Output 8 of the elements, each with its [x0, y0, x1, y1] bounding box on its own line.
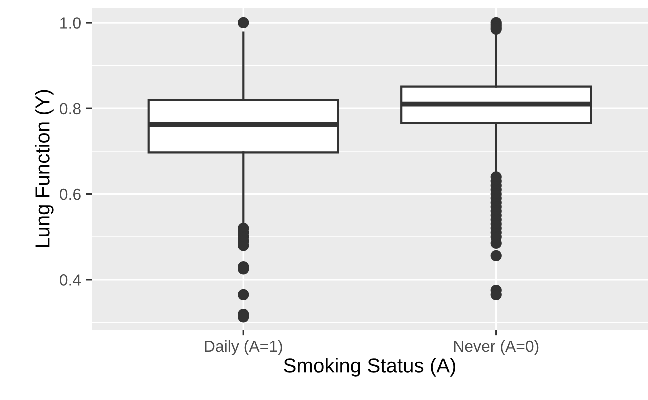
y-axis-title: Lung Function (Y): [35, 90, 54, 248]
y-tick-label: 0.6: [60, 188, 81, 200]
y-tick-label: 1.0: [60, 18, 81, 29]
x-axis-title: Smoking Status (A): [284, 358, 456, 377]
y-tick-label: 0.4: [60, 274, 82, 286]
x-tick-label: Daily (A=1): [205, 340, 282, 356]
y-tick-label: 0.8: [60, 103, 81, 115]
x-tick-label: Never (A=0): [454, 340, 539, 356]
